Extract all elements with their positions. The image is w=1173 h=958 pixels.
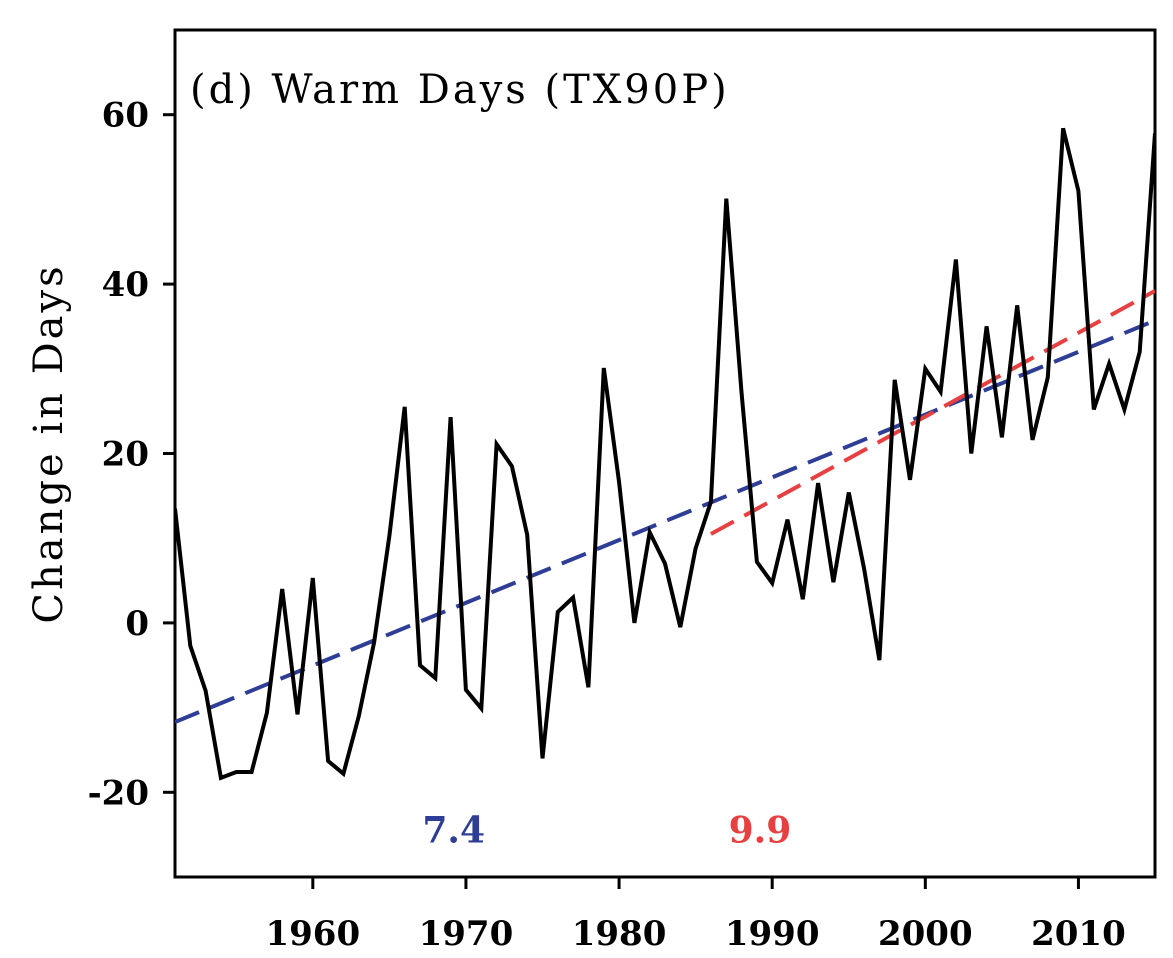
trend-annotations: 7.4 9.9 [422,809,791,851]
x-tick-label: 1990 [725,914,820,954]
x-tick-label: 1980 [572,914,667,954]
y-tick-label: 0 [125,604,149,644]
y-tick-label: 60 [102,96,149,136]
trend-line-1986-2015 [709,289,1155,536]
trend-line-1951-2015 [175,318,1155,724]
plot-frame [173,28,1157,879]
x-tick-label: 2010 [1031,914,1126,954]
axes: -20 0 20 40 60 1960 1970 1980 1990 2000 2010 [88,96,1126,954]
y-axis-label: Change in Days [26,263,72,623]
trend-rate-label: 9.9 [729,809,792,851]
trend-rate-label: 7.4 [422,809,485,851]
x-tick-label: 2000 [878,914,973,954]
x-tick-label: 1960 [265,914,360,954]
y-tick-label: 40 [102,265,149,305]
series-line-tx90p [175,127,1155,781]
x-tick-label: 1970 [419,914,514,954]
trend-lines [175,289,1155,724]
data-series [175,127,1155,781]
y-tick-label: 20 [102,435,149,475]
y-tick-label: -20 [88,773,149,813]
chart-title: (d) Warm Days (TX90P) [190,67,730,113]
